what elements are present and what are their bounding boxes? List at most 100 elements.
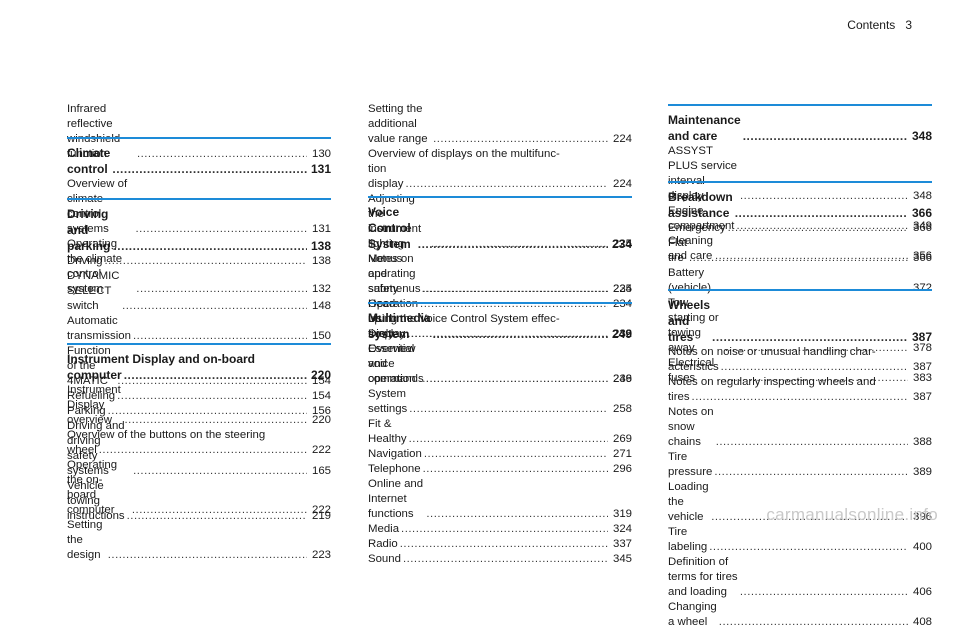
toc-entry[interactable]: Instrument Display overview 220 xyxy=(67,383,331,428)
toc-entry[interactable]: tion display 224 xyxy=(368,162,632,192)
toc-entry[interactable]: wheel 222 xyxy=(67,443,331,458)
toc-section: Driving and parking 138 Driving 138 DYNAMIC … xyxy=(67,198,331,524)
toc-entry[interactable]: Driving 138 xyxy=(67,254,331,269)
toc-section: Instrument Display and on-board computer 2… xyxy=(67,343,331,563)
toc-entry[interactable]: Infrared reflective windshield function 1… xyxy=(67,102,331,162)
dot-leader xyxy=(122,299,307,314)
toc-entry-text: Essential voice commands xyxy=(368,343,424,385)
toc-entry[interactable]: Radio 337 xyxy=(368,537,632,552)
toc-entry[interactable]: Setting the additional value range 224 xyxy=(368,102,632,147)
section-heading[interactable]: Climate control 131 xyxy=(67,145,331,177)
toc-entry-page: 130 xyxy=(311,148,331,160)
dot-leader xyxy=(719,615,908,630)
dot-leader xyxy=(403,552,608,567)
watermark: carmanualsonline.info xyxy=(766,505,938,524)
toc-entry[interactable]: Notes on snow chains 388 xyxy=(668,405,932,450)
toc-entry-page: 224 xyxy=(612,178,632,190)
toc-entry[interactable]: Notes on operating safety 234 xyxy=(368,252,632,297)
toc-entry[interactable]: Driving and driving safety systems 165 xyxy=(67,419,331,479)
dot-leader xyxy=(112,161,307,177)
section-heading-page: 220 xyxy=(310,368,331,382)
toc-section: Multimedia system249Overview and operati… xyxy=(368,302,632,567)
dot-leader xyxy=(426,507,608,522)
toc-entry[interactable]: System settings 258 xyxy=(368,387,632,417)
toc-entry-text: ASSYST PLUS service interval display xyxy=(668,145,738,202)
toc-entry[interactable]: Online and Internet functions 319 xyxy=(368,477,632,522)
toc-entry[interactable]: Electrical fuses 383 xyxy=(668,356,932,386)
section-heading[interactable]: Multimedia system 249 xyxy=(368,310,632,342)
section-heading-page: 234 xyxy=(611,237,632,251)
toc-entry[interactable]: Loading the vehicle 396 xyxy=(668,480,932,525)
dot-leader xyxy=(743,128,908,144)
toc-entry-text: Notes on operating safety xyxy=(368,253,416,295)
toc-entry[interactable]: Sound 345 xyxy=(368,552,632,567)
toc-entry[interactable]: Media 324 xyxy=(368,522,632,537)
toc-entry[interactable]: Operation 234 xyxy=(368,297,632,312)
toc-entry[interactable]: Parking 156 xyxy=(67,404,331,419)
dot-leader xyxy=(692,390,908,405)
section-heading[interactable]: Wheels and tires 387 xyxy=(668,297,932,345)
toc-entry[interactable]: Fit & Healthy 269 xyxy=(368,417,632,447)
page-header: Contents 3 xyxy=(847,18,912,32)
toc-entry[interactable]: acteristics 387 xyxy=(668,360,932,375)
section-heading[interactable]: Maintenance and care 348 xyxy=(668,112,932,144)
dot-leader xyxy=(728,221,908,236)
toc-entry[interactable]: Essential voice commands 236 xyxy=(368,342,632,387)
toc-entry-page: 383 xyxy=(912,372,932,384)
toc-entry-text: Tow starting or towing away xyxy=(668,297,719,354)
toc-entry-text: Parking xyxy=(67,405,106,417)
toc-entry[interactable]: Tow starting or towing away 378 xyxy=(668,296,932,356)
toc-entry[interactable]: Function of the 4MATIC 154 xyxy=(67,344,331,389)
toc-entry-text: Flat tire xyxy=(668,237,687,264)
section-heading-line: Instrument Display and on-board xyxy=(67,352,256,366)
toc-entry[interactable]: Battery (vehicle) 372 xyxy=(668,266,932,296)
toc-entry[interactable]: DYNAMIC SELECT switch 148 xyxy=(67,269,331,314)
toc-entry[interactable]: Overview of climate control systems131 xyxy=(67,177,331,237)
toc-section: Setting the additional value range 224 Ove… xyxy=(368,102,632,342)
toc-entry[interactable]: Telephone 296 xyxy=(368,462,632,477)
toc-entry-text: tively xyxy=(368,328,394,340)
toc-entry[interactable]: Automatic transmission 150 xyxy=(67,314,331,344)
toc-entry[interactable]: Engine compartment 349 xyxy=(668,204,932,234)
toc-entry-page: 356 xyxy=(912,250,932,262)
toc-entry[interactable]: Tire labeling 400 xyxy=(668,525,932,555)
toc-entry-text: Engine compartment xyxy=(668,205,735,232)
toc-entry[interactable]: Refueling 154 xyxy=(67,389,331,404)
toc-entry-page: 219 xyxy=(311,510,331,522)
section-divider xyxy=(67,198,331,200)
toc-entry[interactable]: Operating the on-board computer 222 xyxy=(67,458,331,518)
toc-entry-page: 154 xyxy=(311,375,331,387)
toc-entry[interactable]: Flat tire 366 xyxy=(668,236,932,266)
toc-entry-text: Operation xyxy=(368,298,419,310)
toc-entry-page: 348 xyxy=(912,190,932,202)
dot-leader xyxy=(405,177,608,192)
toc-entry[interactable]: Menus and submenus 225 xyxy=(368,252,632,297)
section-heading[interactable]: Breakdown assistance 366 xyxy=(668,189,932,221)
toc-entry[interactable]: Vehicle towing instructions 219 xyxy=(67,479,331,524)
dot-leader xyxy=(113,238,307,254)
toc-entry[interactable]: tires 387 xyxy=(668,390,932,405)
toc-entry-text: System settings xyxy=(368,388,408,415)
toc-entry-page: 396 xyxy=(912,511,932,523)
section-heading[interactable]: computer 220 xyxy=(67,367,331,383)
toc-entry[interactable]: Definition of terms for tires and loadin… xyxy=(668,555,932,600)
toc-entry[interactable]: ASSYST PLUS service interval display 348 xyxy=(668,144,932,204)
toc-entry-text: Instrument Display overview xyxy=(67,384,121,426)
toc-entry[interactable]: Changing a wheel 408 xyxy=(668,600,932,630)
toc-entry-text: Overview and operation xyxy=(368,343,416,385)
toc-entry-page: 349 xyxy=(912,220,932,232)
section-heading[interactable]: Voice Control System 234 xyxy=(368,204,632,252)
toc-entry[interactable]: Setting the design 223 xyxy=(67,518,331,563)
toc-entry[interactable]: Navigation 271 xyxy=(368,447,632,462)
dot-leader xyxy=(104,254,307,269)
toc-entry-page: 234 xyxy=(612,283,632,295)
section-heading-page: 348 xyxy=(911,129,932,143)
toc-entry-text: Infrared reflective windshield function xyxy=(67,103,121,160)
toc-entry-text: Loading the vehicle xyxy=(668,481,709,523)
toc-entry[interactable]: tively 236 xyxy=(368,327,632,342)
toc-entry-text: Tire labeling xyxy=(668,526,708,553)
toc-entry[interactable]: Overview and operation 249 xyxy=(368,342,632,387)
toc-entry[interactable]: Emergency 366 xyxy=(668,221,932,236)
section-heading[interactable]: Driving and parking 138 xyxy=(67,206,331,254)
toc-entry[interactable]: Tire pressure 389 xyxy=(668,450,932,480)
